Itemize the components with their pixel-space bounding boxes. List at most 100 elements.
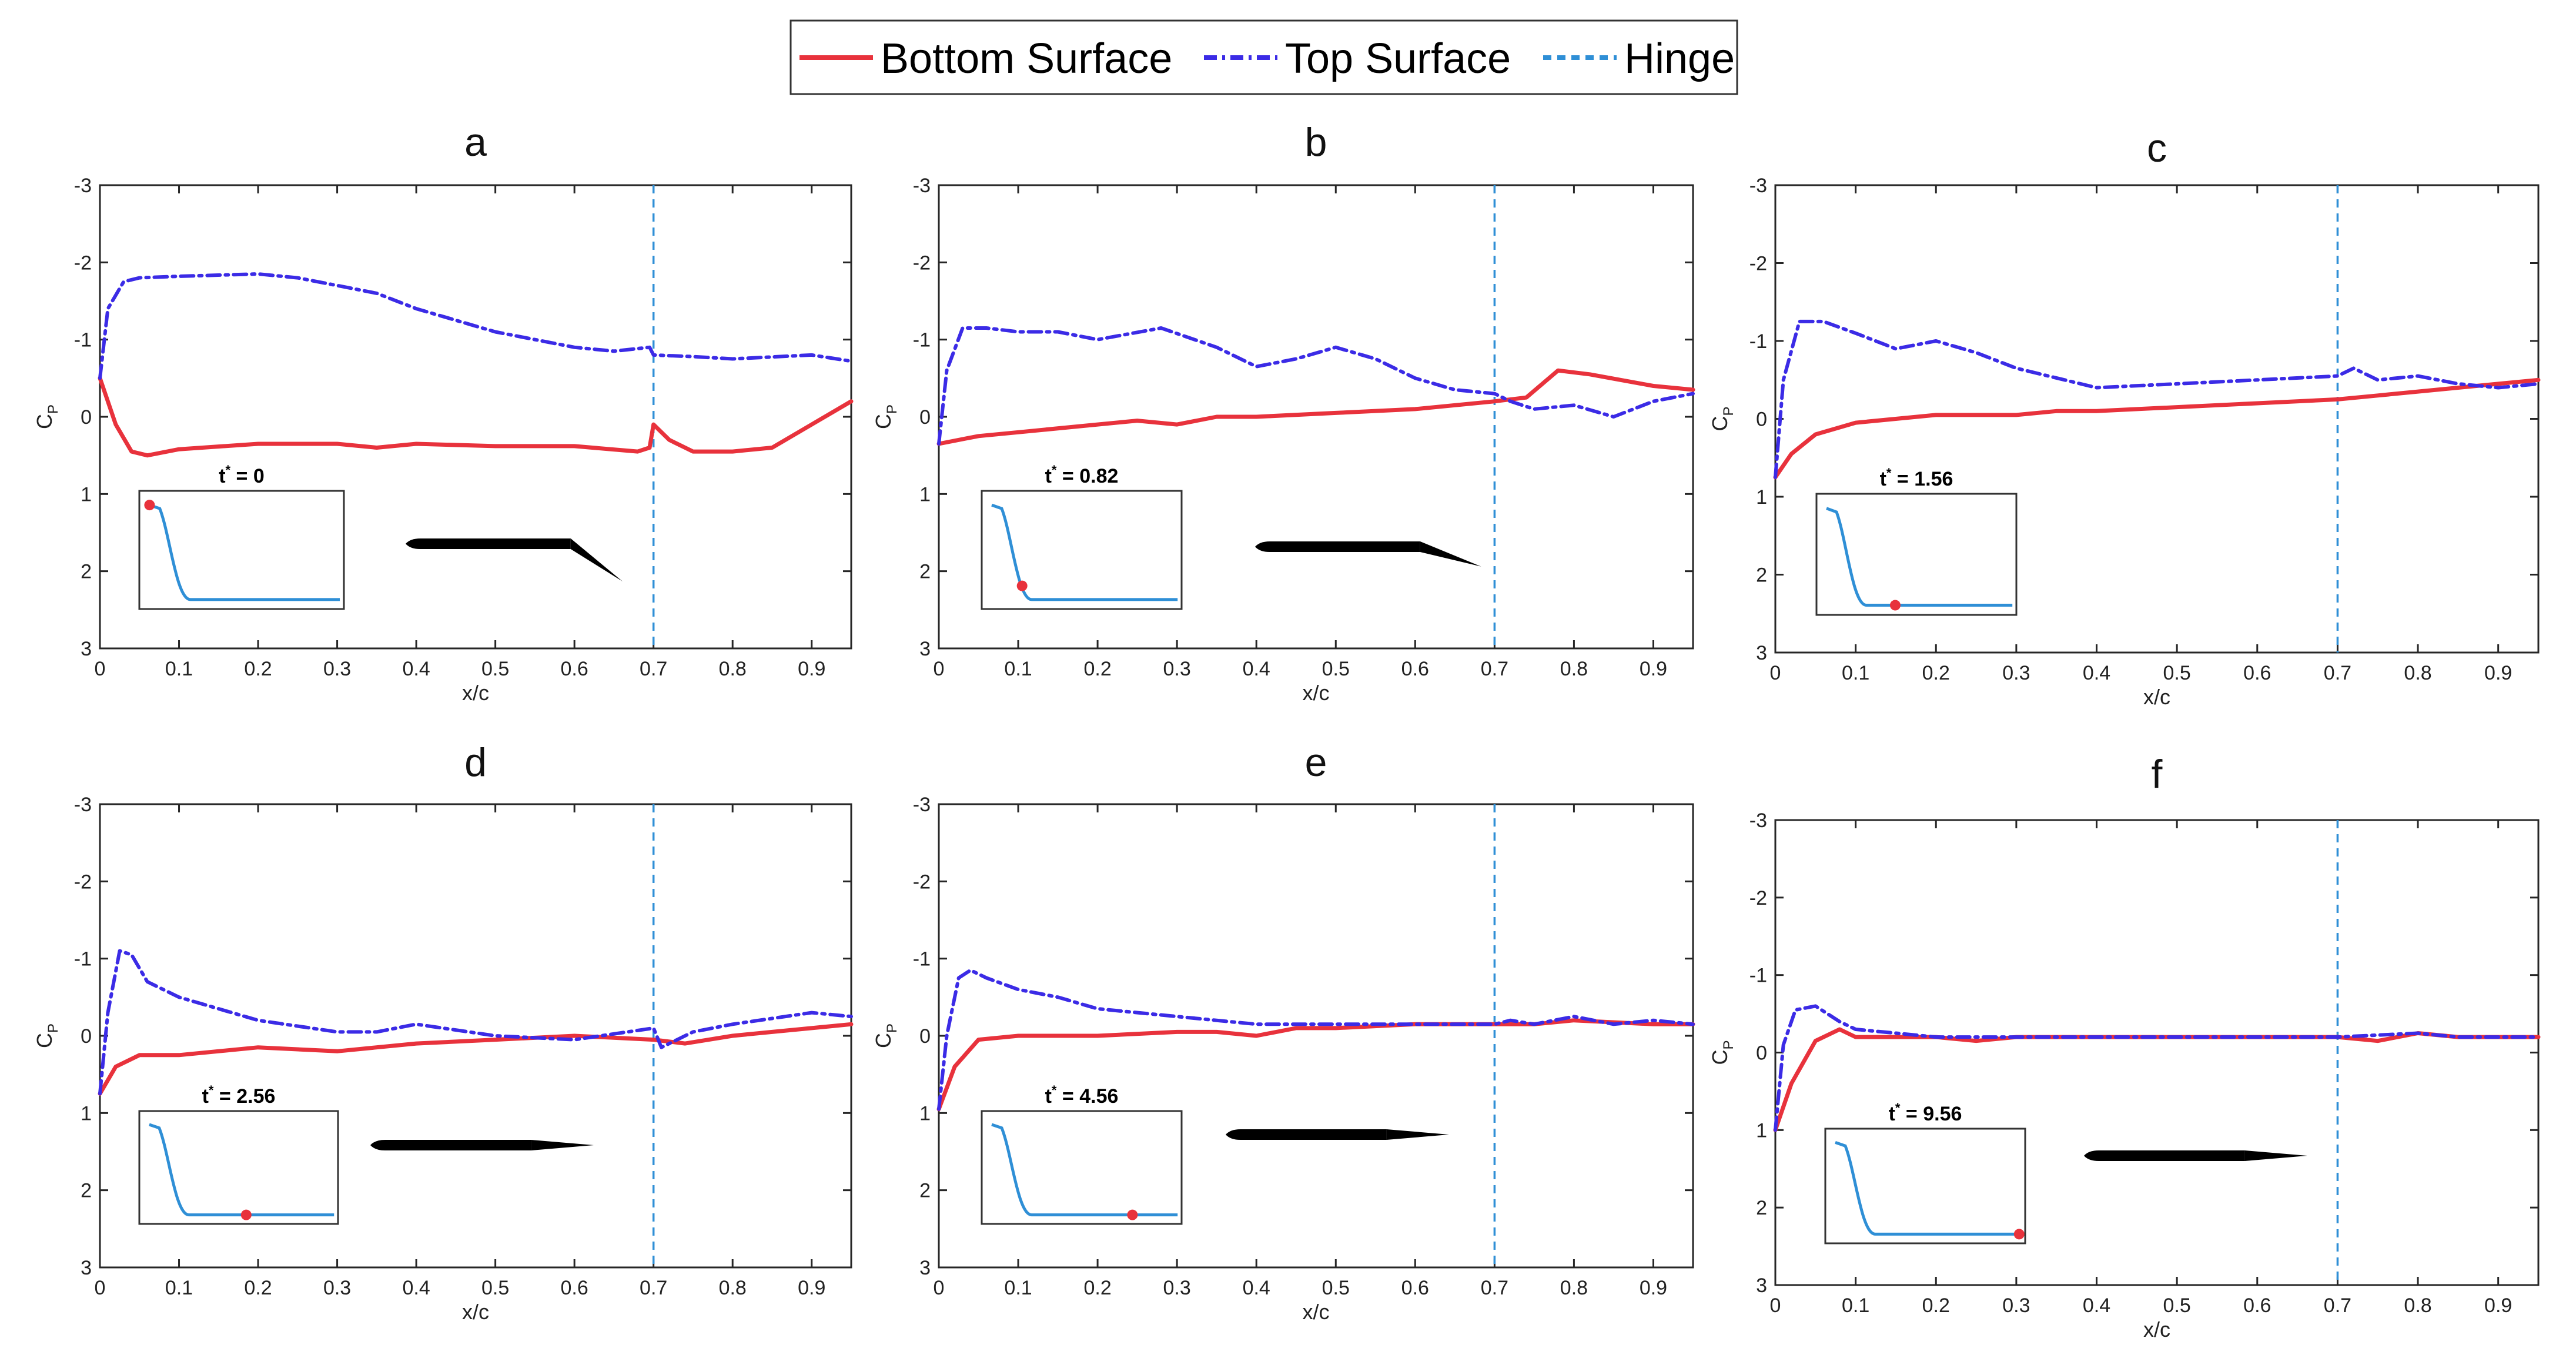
- airfoil-main-body: [406, 538, 571, 549]
- x-tick-label: 0.1: [1004, 1277, 1032, 1299]
- y-tick-label: 3: [919, 1257, 931, 1279]
- x-tick-label: 0: [934, 658, 945, 680]
- inset-curve: [991, 1123, 1178, 1217]
- bottom-surface-line: [1773, 377, 2541, 480]
- x-tick-label: 0.2: [244, 658, 272, 680]
- panel-title: d: [464, 740, 487, 785]
- y-axis-label: CP: [871, 1023, 900, 1048]
- y-tick-label: -1: [913, 329, 931, 352]
- inset-time-label: t* = 0: [219, 463, 265, 487]
- x-axis-label: x/c: [1302, 1300, 1329, 1324]
- inset-time-label: t* = 2.56: [202, 1083, 276, 1108]
- x-tick-label: 0.4: [402, 658, 430, 680]
- x-tick-label: 0.5: [1322, 658, 1350, 680]
- y-tick-label: -3: [1749, 809, 1767, 832]
- x-tick-label: 0.5: [481, 1277, 509, 1299]
- x-tick-label: 0.7: [640, 658, 667, 680]
- x-tick-label: 0.7: [1481, 658, 1508, 680]
- legend-label-1: Bottom Surface: [881, 35, 1172, 82]
- airfoil-flap: [1420, 541, 1481, 567]
- inset-time-equals: =: [213, 1085, 236, 1108]
- y-tick-label: 2: [1756, 564, 1767, 587]
- y-axis-label-subscript: P: [45, 404, 61, 414]
- y-tick-label: 0: [81, 1025, 92, 1048]
- inset-frame: [981, 1110, 1183, 1225]
- x-tick-label: 0.9: [798, 658, 825, 680]
- airfoil-silhouette: [370, 1140, 594, 1150]
- y-tick-label: -1: [74, 329, 92, 352]
- y-axis-label-main: C: [871, 1033, 895, 1048]
- airfoil-silhouette: [2084, 1150, 2307, 1161]
- y-axis-label-main: C: [871, 414, 895, 429]
- x-tick-label: 0.4: [2083, 662, 2110, 684]
- inset-time-label: t* = 4.56: [1045, 1083, 1119, 1108]
- x-tick-label: 0.3: [2002, 1294, 2030, 1317]
- y-axis-label-subscript: P: [1721, 1040, 1737, 1049]
- y-tick-label: -3: [913, 175, 931, 197]
- inset-curve: [149, 1123, 334, 1217]
- inset-time-superscript: *: [1895, 1100, 1901, 1115]
- y-tick-label: 0: [919, 406, 931, 429]
- inset-time-label: t* = 9.56: [1889, 1100, 1962, 1125]
- inset-frame: [981, 490, 1183, 610]
- x-tick-label: 0.7: [640, 1277, 667, 1299]
- x-tick-label: 0.6: [1401, 1277, 1429, 1299]
- airfoil-main-body: [2084, 1150, 2245, 1161]
- y-axis-label-subscript: P: [1721, 406, 1737, 416]
- inset-frame: [1815, 493, 2018, 616]
- inset-time-marker: [1016, 580, 1028, 591]
- y-tick-label: 0: [81, 406, 92, 429]
- inset-time-marker: [1127, 1209, 1138, 1220]
- inset-time-label: t* = 0.82: [1045, 463, 1119, 487]
- y-tick-label: -3: [74, 175, 92, 197]
- x-axis-label: x/c: [2143, 1317, 2170, 1341]
- x-axis-label: x/c: [2143, 685, 2170, 709]
- y-axis-label: CP: [1708, 1040, 1737, 1065]
- legend-label-3: Hinge: [1624, 35, 1735, 82]
- inset-time-superscript: *: [1052, 463, 1057, 477]
- top-surface-line: [1774, 1004, 2540, 1132]
- x-tick-label: 0.2: [1083, 658, 1111, 680]
- airfoil-flap: [570, 538, 623, 582]
- x-tick-label: 0.8: [1560, 1277, 1588, 1299]
- y-axis-label: CP: [32, 404, 61, 429]
- x-tick-label: 0: [95, 658, 106, 680]
- y-axis-label-main: C: [1708, 416, 1732, 431]
- y-tick-label: 2: [1756, 1197, 1767, 1219]
- x-tick-label: 0: [1770, 1294, 1781, 1317]
- y-tick-label: 3: [81, 638, 92, 660]
- y-axis-label-subscript: P: [884, 1023, 900, 1033]
- inset-time-symbol: t: [1045, 1085, 1052, 1108]
- inset-time-marker: [240, 1209, 252, 1220]
- airfoil-flap: [531, 1140, 594, 1150]
- bottom-surface-line: [98, 376, 854, 458]
- inset-time-symbol: t: [1880, 468, 1886, 490]
- y-tick-label: -2: [913, 871, 931, 893]
- y-tick-label: 3: [919, 638, 931, 660]
- x-tick-label: 0.8: [2404, 1294, 2431, 1317]
- panel-title: a: [464, 120, 487, 165]
- inset-time-equals: =: [230, 465, 253, 487]
- inset-time-marker: [1889, 600, 1901, 611]
- x-tick-label: 0.7: [2324, 662, 2351, 684]
- panel-title: f: [2152, 752, 2163, 797]
- top-surface-line: [937, 326, 1695, 446]
- inset-curve: [991, 503, 1178, 601]
- x-tick-label: 0.1: [1842, 1294, 1869, 1317]
- x-tick-label: 0.6: [561, 658, 588, 680]
- x-tick-label: 0.4: [2083, 1294, 2110, 1317]
- y-tick-label: 0: [1756, 1042, 1767, 1065]
- x-tick-label: 0.2: [1922, 662, 1950, 684]
- inset-time-marker: [144, 500, 155, 511]
- airfoil-main-body: [370, 1140, 531, 1150]
- y-tick-label: -1: [913, 948, 931, 971]
- x-tick-label: 0.3: [1163, 1277, 1191, 1299]
- x-tick-label: 0.8: [719, 1277, 747, 1299]
- panel-title: e: [1305, 740, 1327, 785]
- y-axis-label-main: C: [32, 1033, 56, 1048]
- x-tick-label: 0.9: [2484, 1294, 2512, 1317]
